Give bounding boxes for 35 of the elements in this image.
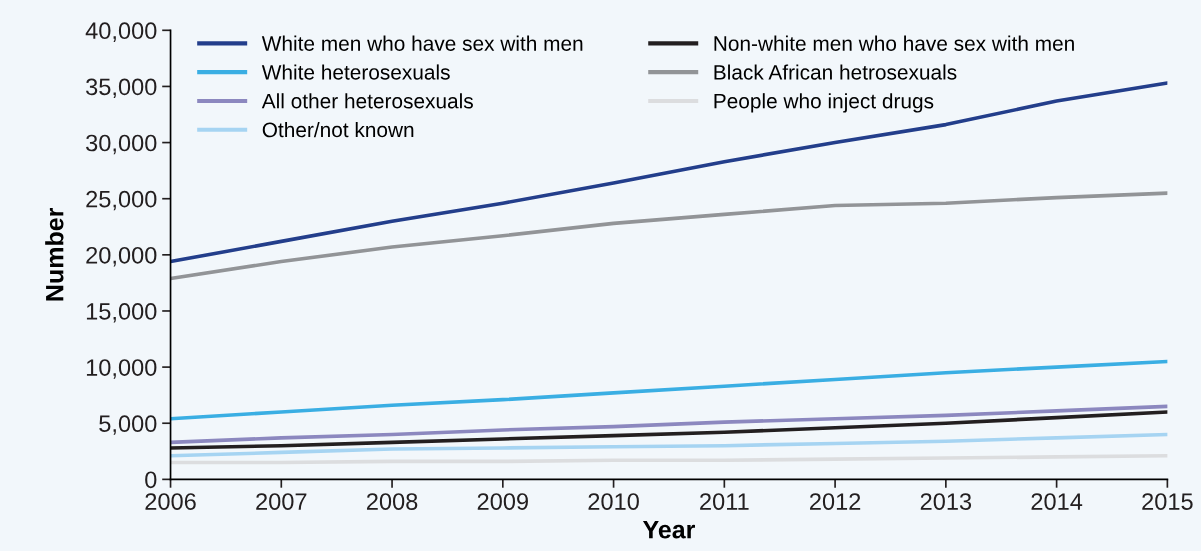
x-tick-label: 2014 bbox=[1031, 493, 1083, 510]
x-axis-title: Year bbox=[642, 521, 695, 539]
y-axis-title: Number bbox=[45, 207, 64, 301]
line-series bbox=[170, 81, 1168, 264]
y-tick-label: 20,000 bbox=[86, 246, 157, 267]
legend-label: White heterosexuals bbox=[261, 64, 450, 80]
y-tick-label: 35,000 bbox=[86, 78, 157, 99]
x-tick-label: 2010 bbox=[588, 493, 639, 510]
x-tick-label: 2012 bbox=[810, 493, 861, 510]
x-tick-label: 2008 bbox=[366, 493, 418, 510]
x-tick-label: 2013 bbox=[920, 493, 972, 510]
legend-label: Other/not known bbox=[262, 121, 414, 138]
legend-label: Black African hetrosexuals bbox=[714, 64, 957, 80]
y-tick-label: 40,000 bbox=[85, 22, 157, 42]
y-tick-label: 10,000 bbox=[86, 359, 157, 379]
x-tick-label: 2007 bbox=[256, 493, 307, 510]
line-series bbox=[170, 453, 1168, 465]
y-tick-label: 0 bbox=[145, 471, 157, 489]
y-tick-label: 30,000 bbox=[86, 134, 157, 155]
line-series bbox=[170, 432, 1168, 458]
legend-label: Non-white men who have sex with men bbox=[714, 35, 1074, 51]
line-series bbox=[170, 410, 1168, 450]
legend-label: All other heterosexuals bbox=[261, 93, 473, 109]
x-tick-label: 2006 bbox=[145, 493, 196, 510]
y-tick-label: 5,000 bbox=[99, 415, 157, 435]
legend-label: People who inject drugs bbox=[714, 93, 934, 113]
x-tick-label: 2015 bbox=[1142, 493, 1193, 510]
y-tick-label: 15,000 bbox=[86, 303, 157, 323]
x-tick-label: 2011 bbox=[700, 493, 749, 510]
line-series bbox=[170, 191, 1168, 281]
legend-label: White men who have sex with men bbox=[261, 35, 583, 51]
x-tick-label: 2009 bbox=[477, 493, 528, 510]
y-tick-label: 25,000 bbox=[86, 190, 157, 211]
line-series bbox=[170, 404, 1168, 445]
line-series bbox=[170, 359, 1168, 421]
